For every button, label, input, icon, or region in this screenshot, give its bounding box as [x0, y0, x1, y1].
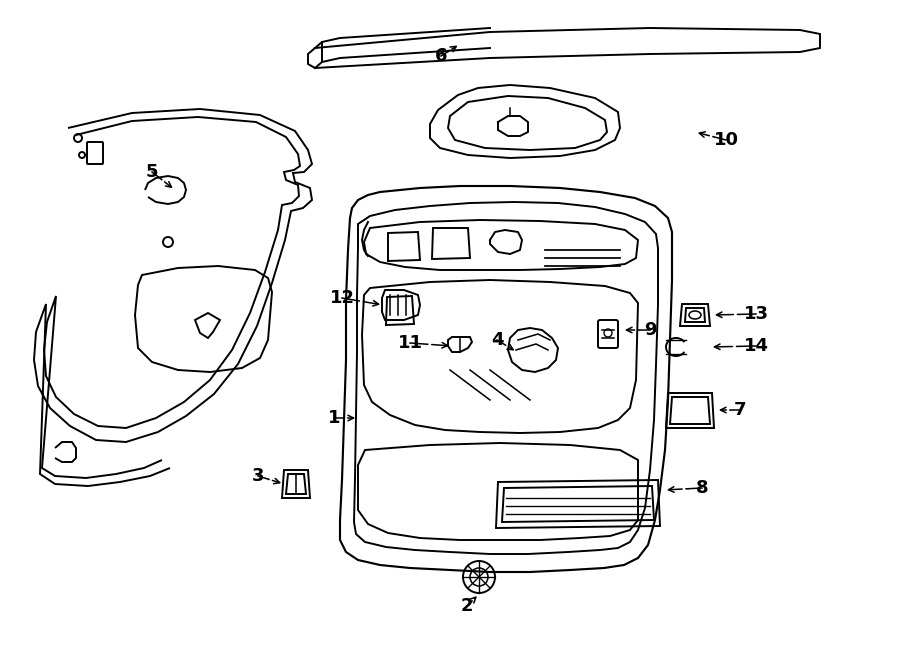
Text: 5: 5 — [146, 163, 158, 181]
Text: 14: 14 — [743, 337, 769, 355]
Text: 1: 1 — [328, 409, 340, 427]
Text: 6: 6 — [435, 47, 447, 65]
Text: 10: 10 — [714, 131, 739, 149]
Text: 3: 3 — [252, 467, 265, 485]
Text: 2: 2 — [461, 597, 473, 615]
Text: 7: 7 — [734, 401, 746, 419]
Text: 8: 8 — [696, 479, 708, 497]
Text: 11: 11 — [398, 334, 422, 352]
Text: 12: 12 — [329, 289, 355, 307]
Text: 4: 4 — [491, 331, 503, 349]
Text: 13: 13 — [743, 305, 769, 323]
Text: 9: 9 — [644, 321, 656, 339]
